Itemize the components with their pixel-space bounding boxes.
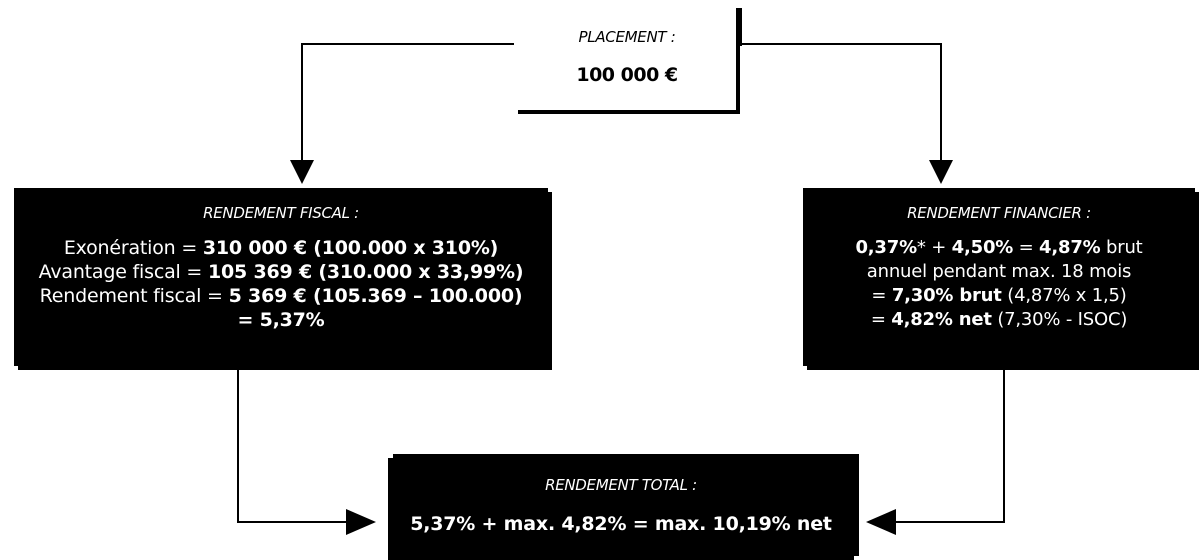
placement-amount: 100 000 €: [576, 64, 678, 86]
arrow-financier-to-total: [874, 368, 1005, 523]
rate-total: 4,87%: [1039, 237, 1101, 258]
total-heading: RENDEMENT TOTAL :: [545, 476, 697, 494]
placement-box: PLACEMENT : 100 000 €: [518, 8, 740, 114]
fiscal-line-label: Exonération =: [63, 237, 203, 259]
arrow-placement-to-fiscal: [301, 43, 514, 172]
net-value: 4,82% net: [891, 309, 992, 330]
net-prefix: =: [870, 309, 892, 330]
financier-line-net: = 4,82% net (7,30% - ISOC): [803, 308, 1195, 332]
fiscal-line-label: Avantage fiscal =: [38, 261, 208, 283]
gross-prefix: =: [871, 285, 892, 306]
rate-bonus: 4,50%: [951, 237, 1014, 258]
fiscal-line-result: = 5,37%: [14, 308, 548, 332]
financier-line-period: annuel pendant max. 18 mois: [866, 261, 1132, 282]
fiscal-line-avantage: Avantage fiscal = 105 369 € (310.000 x 3…: [14, 260, 548, 284]
rate-equals: =: [1013, 237, 1040, 258]
rate-base: 0,37%: [855, 237, 917, 258]
fiscal-line-value: 105 369 € (310.000 x 33,99%): [208, 261, 524, 283]
fiscal-line-value: 310 000 € (100.000 x 310%): [202, 237, 499, 259]
fiscal-line-value: = 5,37%: [237, 309, 325, 331]
fiscal-line-label: Rendement fiscal =: [39, 285, 229, 307]
gross-value: 7,30% brut: [891, 285, 1002, 306]
placement-heading: PLACEMENT :: [578, 28, 676, 46]
arrowhead-fiscal: [290, 160, 314, 184]
fiscal-line-rendement: Rendement fiscal = 5 369 € (105.369 – 10…: [14, 284, 548, 308]
financier-line-gross: = 7,30% brut (4,87% x 1,5): [803, 284, 1195, 308]
rate-suffix: brut: [1100, 237, 1143, 258]
arrowhead-total-left: [346, 509, 376, 535]
fiscal-line-exoneration: Exonération = 310 000 € (100.000 x 310%): [14, 236, 548, 260]
financier-heading: RENDEMENT FINANCIER :: [907, 204, 1091, 222]
financier-lines: 0,37%* + 4,50% = 4,87% brut annuel penda…: [803, 236, 1195, 332]
arrowhead-total-right: [866, 509, 896, 535]
rate-plus: * +: [916, 237, 952, 258]
financial-return-box: RENDEMENT FINANCIER : 0,37%* + 4,50% = 4…: [803, 188, 1195, 366]
fiscal-return-box: RENDEMENT FISCAL : Exonération = 310 000…: [14, 188, 548, 366]
fiscal-line-value: 5 369 € (105.369 – 100.000): [228, 285, 523, 307]
net-detail: (7,30% - ISOC): [991, 309, 1128, 330]
fiscal-heading: RENDEMENT FISCAL :: [203, 204, 359, 222]
financier-line-rate: 0,37%* + 4,50% = 4,87% brut: [803, 236, 1195, 260]
total-return-box: RENDEMENT TOTAL : 5,37% + max. 4,82% = m…: [388, 458, 854, 560]
arrow-fiscal-to-total: [237, 368, 368, 523]
total-value: 5,37% + max. 4,82% = max. 10,19% net: [410, 513, 832, 535]
gross-detail: (4,87% x 1,5): [1001, 285, 1127, 306]
arrowhead-financier: [929, 160, 953, 184]
arrow-placement-to-financier: [742, 43, 942, 172]
fiscal-lines: Exonération = 310 000 € (100.000 x 310%)…: [14, 236, 548, 332]
